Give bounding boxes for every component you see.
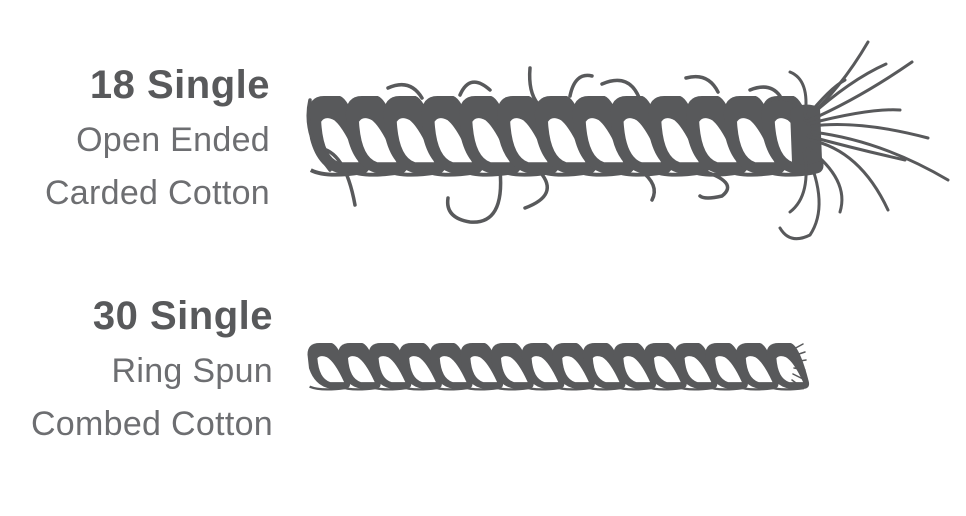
loose-fiber: [698, 168, 730, 200]
loose-fiber: [527, 66, 540, 106]
frayed-fiber: [792, 351, 806, 357]
thin-yarn-frayed-end: [791, 343, 807, 387]
loose-fiber: [523, 170, 549, 210]
yarn-18-spinning-method: Open Ended: [76, 121, 270, 159]
thick-yarn-frayed-end: [768, 40, 950, 241]
loose-fiber: [306, 98, 332, 172]
yarn-18-cotton-type: Carded Cotton: [44, 174, 270, 212]
loose-fiber: [748, 85, 782, 98]
frayed-fiber: [792, 373, 804, 380]
frayed-fiber: [806, 134, 907, 162]
loose-fiber: [445, 168, 503, 224]
frayed-fiber: [808, 60, 914, 122]
frayed-fiber: [806, 146, 844, 214]
frayed-fiber: [778, 150, 821, 241]
yarn-18-label: 18 Single Open Ended Carded Cotton: [45, 65, 270, 210]
thick-yarn-illustration: [306, 40, 950, 241]
thick-yarn-twists: [308, 96, 824, 177]
loose-fiber: [458, 80, 492, 97]
frayed-fiber: [806, 62, 888, 120]
loose-fiber: [638, 168, 656, 202]
frayed-fiber: [788, 148, 808, 214]
frayed-fiber: [810, 123, 930, 140]
loose-fiber: [386, 82, 424, 100]
yarn-30-cotton-type: Combed Cotton: [30, 405, 273, 443]
yarn-30-label: 30 Single Ring Spun Combed Cotton: [31, 296, 273, 441]
thin-yarn-twist: [613, 343, 657, 391]
frayed-fiber: [804, 78, 847, 120]
frayed-fiber: [810, 130, 950, 182]
loose-fiber: [684, 74, 720, 94]
yarn-18-title: 18 Single: [89, 63, 270, 107]
frayed-fiber: [806, 108, 902, 126]
loose-fiber: [316, 146, 357, 207]
frayed-fiber: [793, 367, 806, 371]
yarn-30-spinning-method: Ring Spun: [111, 352, 273, 390]
loose-fiber: [568, 73, 594, 98]
thin-yarn-twists: [307, 343, 810, 391]
thin-yarn-illustration: [307, 343, 810, 391]
frayed-fiber: [791, 343, 804, 351]
frayed-fiber: [808, 138, 890, 212]
thin-yarn-twist: [429, 343, 473, 391]
frayed-fiber: [768, 97, 808, 114]
loose-fiber: [600, 78, 642, 102]
thick-yarn-loose-fibers: [306, 66, 782, 224]
frayed-fiber: [791, 379, 801, 387]
frayed-fiber: [793, 359, 807, 363]
yarn-30-title: 30 Single: [92, 294, 273, 338]
